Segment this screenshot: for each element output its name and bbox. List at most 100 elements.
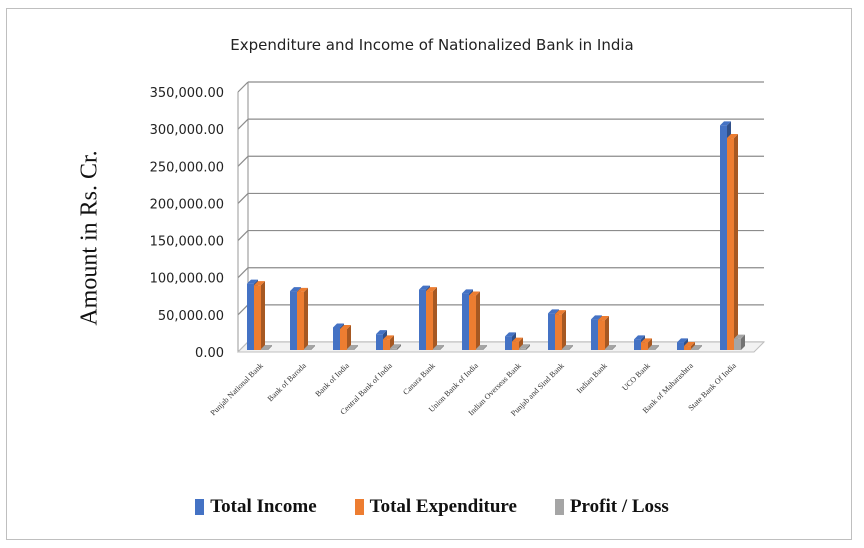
bar-total-income-central-bank-of-india-top [376,330,387,335]
bar-profit-loss-canara-bank-side [440,345,444,350]
bar-total-expenditure-union-bank-of-india [469,295,476,350]
bar-total-expenditure-indian-bank [598,320,605,350]
gridline-diagonal [237,267,249,279]
bar-total-expenditure-canara-bank-side [433,287,437,350]
bar-total-income-uco-bank [634,339,641,350]
x-tick-label: Bank of Baroda [266,361,308,403]
gridline-diagonal [237,304,249,316]
bar-profit-loss-indian-overseas-bank [519,348,526,350]
legend-item-total-expenditure: Total Expenditure [354,496,517,518]
bar-profit-loss-indian-bank [605,349,612,350]
bar-profit-loss-uco-bank-side [655,345,659,350]
bar-total-income-state-bank-of-india-top [720,121,731,126]
bar-total-expenditure-indian-overseas-bank-top [512,337,523,342]
x-tick-label: Bank of India [313,361,351,399]
bar-profit-loss-union-bank-of-india [476,349,483,350]
bar-profit-loss-state-bank-of-india-side [741,334,745,350]
bar-total-expenditure-canara-bank [426,291,433,350]
bar-total-income-canara-bank-top [419,285,430,290]
y-tick-label: 250,000.00 [150,160,224,175]
bar-total-income-bank-of-india-top [333,323,344,328]
bar-profit-loss-punjab-and-sind-bank [562,349,569,350]
bar-profit-loss-punjab-and-sind-bank-side [569,345,573,350]
bar-total-income-bank-of-baroda [290,291,297,350]
chart-floor [236,341,766,353]
bar-profit-loss-indian-bank-side [612,345,616,350]
bar-total-expenditure-uco-bank-top [641,338,652,343]
bar-total-expenditure-punjab-and-sind-bank-top [555,310,566,315]
bar-profit-loss-uco-bank [648,349,655,350]
bar-profit-loss-state-bank-of-india [734,338,741,350]
bar-total-expenditure-bank-of-india [340,328,347,350]
gridline-diagonal [237,155,249,167]
bar-total-expenditure-punjab-national-bank-top [254,281,265,286]
bar-total-expenditure-state-bank-of-india-top [727,134,738,139]
bar-profit-loss-central-bank-of-india [390,348,397,350]
bar-total-expenditure-indian-overseas-bank [512,341,519,350]
gridline-diagonal [237,193,249,204]
bar-profit-loss-uco-bank-top [648,345,659,349]
bar-profit-loss-bank-of-india-side [354,345,358,350]
bar-profit-loss-canara-bank [433,349,440,350]
bar-total-expenditure-uco-bank [641,342,648,350]
bar-total-expenditure-uco-bank-side [648,338,652,350]
legend-label-total-income: Total Income [210,496,317,517]
bar-total-income-canara-bank [419,289,426,350]
bar-total-income-bank-of-baroda-top [290,287,301,292]
bar-profit-loss-bank-of-baroda-side [311,345,315,350]
bar-total-income-bank-of-maharashtra-top [677,338,688,343]
bar-profit-loss-indian-overseas-bank-side [526,344,530,350]
bar-total-expenditure-bank-of-baroda [297,291,304,350]
bar-total-expenditure-union-bank-of-india-top [469,291,480,296]
bar-profit-loss-bank-of-maharashtra-top [691,345,702,349]
bar-profit-loss-bank-of-maharashtra [691,349,698,350]
gridline-diagonal [237,118,249,130]
x-tick-label: Punjab National Bank [209,361,265,417]
x-tick-label: Indian Bank [575,361,609,395]
bar-total-expenditure-central-bank-of-india-top [383,335,394,340]
bar-total-expenditure-bank-of-baroda-side [304,287,308,350]
bar-total-income-union-bank-of-india-top [462,289,473,294]
bar-profit-loss-central-bank-of-india-top [390,344,401,349]
bar-total-expenditure-punjab-and-sind-bank [555,314,562,350]
y-tick-label: 50,000.00 [158,309,224,324]
bar-profit-loss-punjab-national-bank-side [268,345,272,350]
legend-label-total-expenditure: Total Expenditure [369,496,517,517]
y-tick-label: 0.00 [195,346,224,361]
gridline-diagonal [237,230,249,241]
bar-total-expenditure-punjab-and-sind-bank-side [562,310,566,350]
x-tick-label: UCO Bank [620,361,652,393]
bar-total-expenditure-bank-of-baroda-top [297,287,308,292]
y-tick-label: 300,000.00 [150,123,224,138]
legend-swatch-profit-loss [554,499,564,515]
legend-label-profit-loss: Profit / Loss [569,496,669,517]
bar-profit-loss-indian-bank-top [605,345,616,349]
legend-item-total-income: Total Income [195,496,317,518]
bar-profit-loss-central-bank-of-india-side [397,344,401,350]
bar-total-income-bank-of-india [333,327,340,350]
bar-total-expenditure-bank-of-maharashtra-top [684,342,695,347]
bar-total-income-punjab-and-sind-bank-top [548,309,559,314]
bar-total-income-punjab-and-sind-bank [548,313,555,350]
bar-total-expenditure-bank-of-india-top [340,324,351,329]
bar-profit-loss-bank-of-india-top [347,345,358,349]
bar-total-income-central-bank-of-india [376,334,383,350]
bar-total-income-punjab-national-bank-top [247,279,258,284]
bar-total-expenditure-bank-of-maharashtra [684,346,691,350]
legend-swatch-total-expenditure [354,499,364,515]
gridline-diagonal [237,81,249,93]
bar-total-income-bank-of-maharashtra [677,342,684,350]
bar-total-income-state-bank-of-india [720,125,727,350]
bar-total-expenditure-indian-bank-top [598,316,609,321]
y-tick-label: 150,000.00 [150,235,224,250]
x-tick-label: State Bank Of India [686,361,738,413]
chart-frame [6,8,852,540]
bar-total-expenditure-union-bank-of-india-side [476,291,480,350]
bar-profit-loss-punjab-and-sind-bank-top [562,345,573,349]
bar-profit-loss-canara-bank-top [433,345,444,349]
bar-profit-loss-punjab-national-bank [261,349,268,350]
bar-total-expenditure-central-bank-of-india [383,339,390,350]
bar-profit-loss-union-bank-of-india-top [476,345,487,349]
bar-total-expenditure-canara-bank-top [426,287,437,292]
